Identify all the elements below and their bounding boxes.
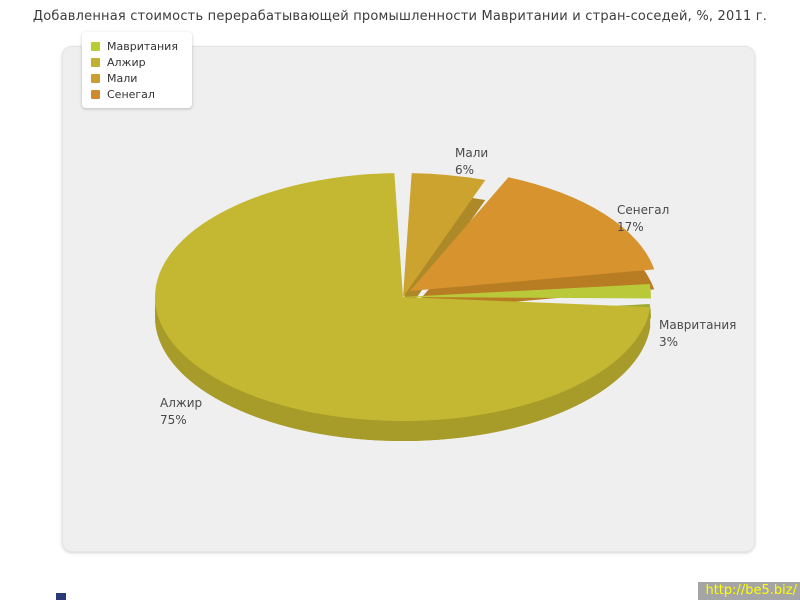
pie-slice-0[interactable] xyxy=(403,173,486,297)
legend: Мавритания Алжир Мали Сенегал xyxy=(82,32,192,108)
slice-label-algeria: Алжир 75% xyxy=(160,396,203,427)
slice-label-mauritania: Мавритания 3% xyxy=(659,318,737,349)
legend-swatch-icon xyxy=(91,89,100,99)
legend-label: Алжир xyxy=(107,55,146,69)
legend-label: Сенегал xyxy=(107,87,155,101)
chart-title: Добавленная стоимость перерабатывающей п… xyxy=(32,9,768,24)
legend-swatch-icon xyxy=(91,41,100,51)
slice-label-mali: Мали 6% xyxy=(455,146,489,177)
legend-swatch-icon xyxy=(91,57,100,67)
legend-item-algeria[interactable]: Алжир xyxy=(91,54,178,70)
legend-swatch-icon xyxy=(91,73,100,83)
legend-item-senegal[interactable]: Сенегал xyxy=(91,86,178,102)
legend-item-mali[interactable]: Мали xyxy=(91,70,178,86)
pie-slice-1[interactable] xyxy=(410,177,655,291)
watermark-link[interactable]: http://be5.biz/ xyxy=(698,582,800,600)
pie-slice-2[interactable] xyxy=(403,284,651,299)
bottom-left-artifact xyxy=(56,593,66,600)
slice-label-senegal: Сенегал 17% xyxy=(617,203,670,234)
pie-slice-wall-3 xyxy=(154,297,651,442)
legend-item-mauritania[interactable]: Мавритания xyxy=(91,38,178,54)
legend-label: Мали xyxy=(107,71,138,85)
legend-label: Мавритания xyxy=(107,39,178,53)
pie-slice-3[interactable] xyxy=(155,173,651,422)
